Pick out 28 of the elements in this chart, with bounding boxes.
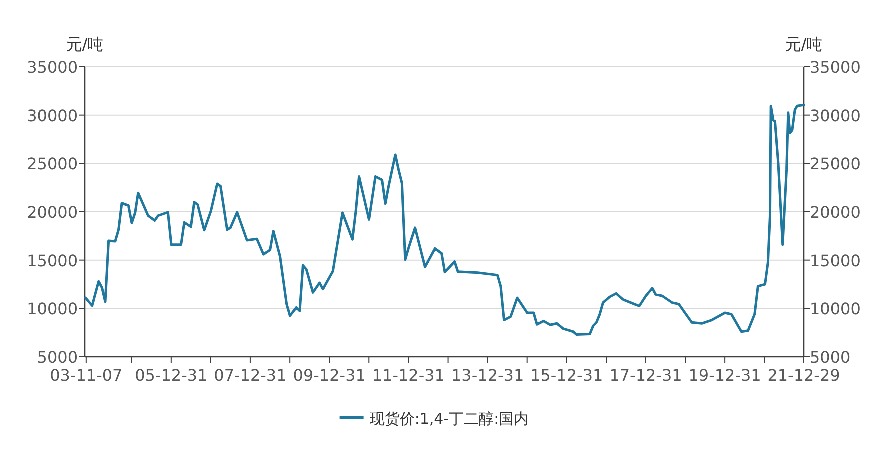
x-tick-label: 11-12-31 xyxy=(372,366,445,385)
x-tick-label: 13-12-31 xyxy=(452,366,524,385)
y-tick-label: 15000 xyxy=(27,251,78,270)
y-tick-label: 10000 xyxy=(27,300,78,319)
y-axis-title: 元/吨 xyxy=(66,35,104,54)
y-tick-label: 35000 xyxy=(27,58,78,77)
legend: 现货价:1,4-丁二醇:国内 xyxy=(340,410,530,428)
x-tick-label: 19-12-31 xyxy=(688,366,762,385)
x-tick-label: 17-12-31 xyxy=(610,366,682,385)
y-tick-label: 5000 xyxy=(37,348,78,367)
y2-tick-label: 5000 xyxy=(810,348,851,367)
y-tick-label: 30000 xyxy=(27,106,78,126)
x-tick-label: 21-12-29 xyxy=(768,366,840,385)
legend-label: 现货价:1,4-丁二醇:国内 xyxy=(370,410,530,428)
y-tick-label: 20000 xyxy=(27,203,78,222)
x-tick-label: 03-11-07 xyxy=(50,366,123,385)
y2-tick-label: 25000 xyxy=(810,154,861,174)
y-tick-label: 25000 xyxy=(27,154,78,174)
y2-tick-label: 15000 xyxy=(810,251,861,270)
y2-axis-title: 元/吨 xyxy=(785,35,823,54)
y2-tick-label: 35000 xyxy=(810,58,861,77)
x-tick-label: 07-12-31 xyxy=(214,366,287,385)
y2-tick-label: 20000 xyxy=(810,203,861,222)
y2-tick-label: 10000 xyxy=(810,300,861,319)
x-tick-label: 09-12-31 xyxy=(293,366,366,385)
y2-tick-label: 30000 xyxy=(810,106,861,126)
x-tick-label: 05-12-31 xyxy=(135,366,208,385)
x-tick-label: 15-12-31 xyxy=(530,366,604,385)
